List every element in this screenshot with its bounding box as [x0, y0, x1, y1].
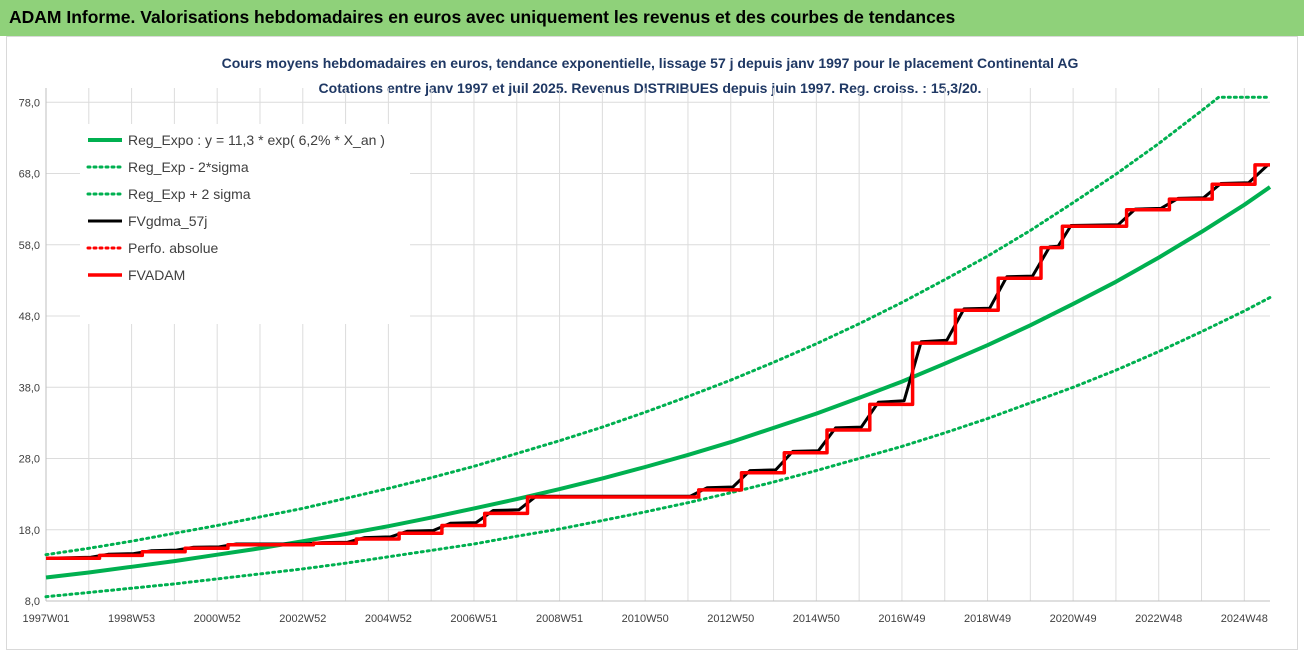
x-tick-label: 2014W50 [793, 613, 840, 625]
x-tick-label: 1998W53 [108, 613, 155, 625]
y-tick-label: 68,0 [19, 169, 40, 181]
y-tick-label: 18,0 [19, 525, 40, 537]
x-tick-label: 2004W52 [365, 613, 412, 625]
legend-entry: Reg_Exp + 2 sigma [128, 186, 251, 202]
x-tick-label: 2016W49 [878, 613, 925, 625]
line-chart: Cours moyens hebdomadaires en euros, ten… [19, 55, 1272, 625]
chart-axes: 8,0 18,0 28,0 38,0 48,0 58,0 68,0 78,0 1997W01 19… [19, 88, 1270, 625]
series-line [44, 95, 1272, 557]
legend-entry: FVADAM [128, 267, 185, 283]
chart-series [44, 95, 1272, 599]
legend-entry: Reg_Expo : y = 11,3 * exp( 6,2% * X_an ) [128, 132, 385, 148]
x-tick-label: 2012W50 [707, 613, 754, 625]
x-tick-label: 2022W48 [1135, 613, 1182, 625]
y-tick-label: 8,0 [25, 596, 40, 608]
chart-subtitle: Cotations entre janv 1997 et juil 2025. … [319, 80, 982, 96]
page-title: ADAM Informe. Valorisations hebdomadaire… [9, 7, 956, 27]
x-tick-label: 2024W48 [1221, 613, 1268, 625]
x-tick-label: 2010W50 [622, 613, 669, 625]
chart-title: Cours moyens hebdomadaires en euros, ten… [222, 55, 1079, 71]
series-line [45, 185, 1272, 580]
series-line [44, 296, 1272, 599]
y-tick-label: 48,0 [19, 311, 40, 323]
y-tick-label: 78,0 [19, 97, 40, 109]
legend-box [80, 124, 410, 324]
x-tick-label: 2018W49 [964, 613, 1011, 625]
y-tick-label: 38,0 [19, 382, 40, 394]
legend-entry: FVgdma_57j [128, 213, 207, 229]
x-tick-label: 2008W51 [536, 613, 583, 625]
x-tick-label: 2006W51 [450, 613, 497, 625]
y-tick-label: 58,0 [19, 240, 40, 252]
legend-backdrop [80, 124, 410, 324]
x-tick-label: 1997W01 [22, 613, 69, 625]
series-line [46, 163, 1270, 561]
x-tick-label: 2002W52 [279, 613, 326, 625]
x-tick-label: 2000W52 [194, 613, 241, 625]
header-bar: ADAM Informe. Valorisations hebdomadaire… [0, 0, 1304, 36]
y-tick-label: 28,0 [19, 454, 40, 466]
legend-entry: Perfo. absolue [128, 240, 218, 256]
legend-entry: Reg_Exp - 2*sigma [128, 159, 249, 175]
chart-legend: Reg_Expo : y = 11,3 * exp( 6,2% * X_an )… [86, 132, 385, 283]
x-tick-label: 2020W49 [1050, 613, 1097, 625]
